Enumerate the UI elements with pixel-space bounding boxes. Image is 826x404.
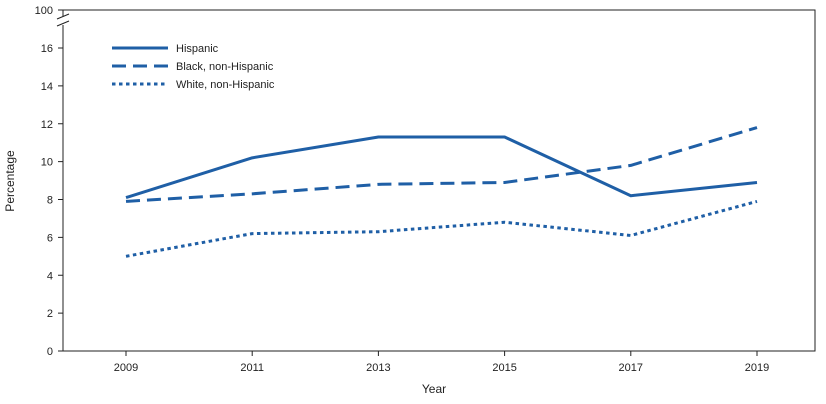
x-tick-label: 2011 — [240, 362, 264, 374]
legend-label-0: Hispanic — [176, 43, 219, 55]
axis-break-slash-bottom — [56, 20, 70, 27]
y-tick-label: 14 — [41, 81, 53, 93]
y-tick-label: 10 — [41, 157, 53, 169]
series-line-0 — [125, 135, 758, 200]
series-line-1 — [125, 126, 758, 203]
x-tick-label: 2009 — [114, 362, 138, 374]
x-tick-label: 2015 — [492, 362, 516, 374]
y-tick-label: 12 — [41, 119, 53, 131]
y-tick-label: 2 — [47, 308, 53, 320]
y-tick-label: 6 — [47, 232, 53, 244]
y-tick-label: 0 — [47, 346, 53, 358]
legend: Hispanic Black, non-Hispanic White, non-Hi… — [112, 43, 275, 91]
series-line-2 — [125, 199, 758, 258]
axis-break-gap — [58, 17, 68, 25]
y-tick-label: 8 — [47, 195, 53, 207]
x-axis-title: Year — [422, 382, 446, 396]
legend-label-1: Black, non-Hispanic — [176, 61, 274, 73]
y-tick-label: 16 — [41, 43, 53, 55]
legend-label-2: White, non-Hispanic — [176, 79, 275, 91]
x-tick-label: 2013 — [366, 362, 390, 374]
x-axis-ticks: 2009 2011 2013 2015 2017 2019 — [114, 351, 769, 374]
y-axis-title: Percentage — [3, 150, 17, 212]
series-lines — [125, 126, 758, 258]
axis-break-slash-top — [56, 13, 70, 20]
x-tick-label: 2017 — [619, 362, 643, 374]
y-axis-ticks: 0 2 4 6 8 10 12 14 16 — [41, 43, 63, 358]
y-tick-label-top: 100 — [35, 5, 53, 17]
y-tick-label: 4 — [47, 270, 53, 282]
plot-frame — [62, 9, 816, 352]
x-tick-label: 2019 — [745, 362, 769, 374]
